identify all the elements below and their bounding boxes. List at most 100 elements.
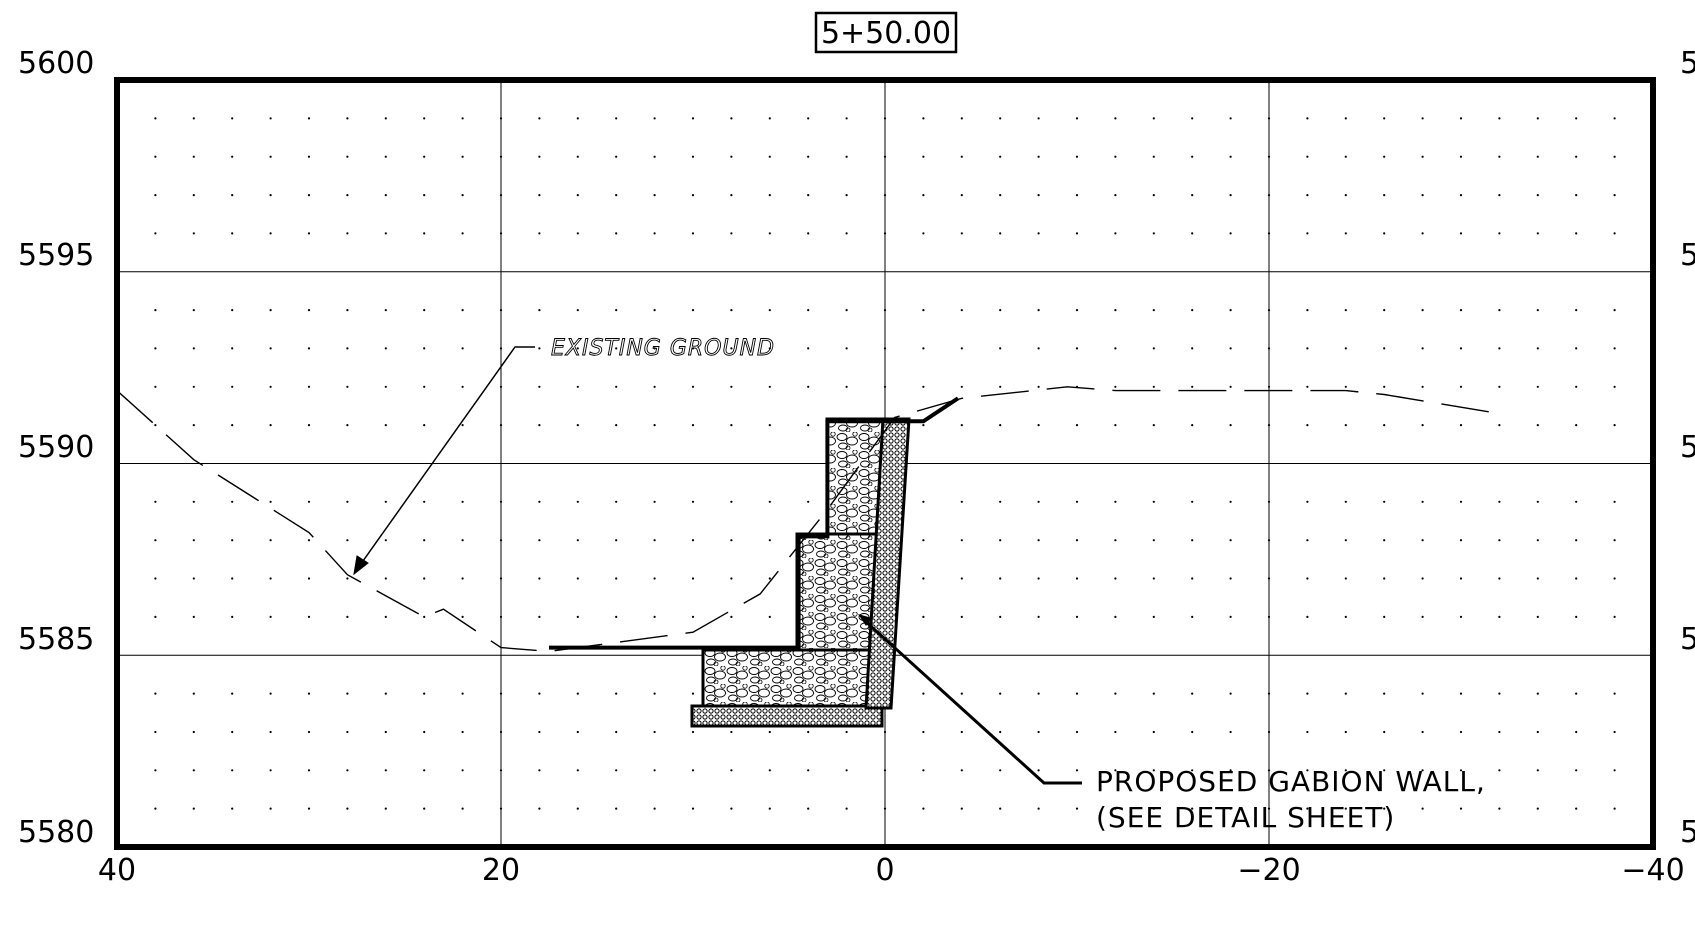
grid-dot <box>1613 424 1616 427</box>
grid-dot <box>423 424 426 427</box>
grid-dot <box>192 807 195 810</box>
grid-dot <box>1613 232 1616 235</box>
grid-dot <box>307 194 311 197</box>
grid-dot <box>1383 500 1386 503</box>
grid-dot <box>1344 232 1347 235</box>
grid-dot <box>1383 807 1386 810</box>
grid-dot <box>1344 730 1347 734</box>
grid-dot <box>192 769 195 772</box>
grid-dot <box>730 615 733 619</box>
grid-dot <box>1575 500 1578 503</box>
grid-dot <box>1229 309 1232 312</box>
grid-dot <box>999 385 1002 388</box>
grid-dot <box>922 500 925 503</box>
grid-dot <box>1613 539 1616 542</box>
grid-dot <box>1498 577 1501 580</box>
grid-dot <box>1575 385 1578 388</box>
grid-dot <box>1536 155 1539 158</box>
grid-dot <box>1075 615 1079 619</box>
grid-dot <box>1306 385 1309 388</box>
grid-dot <box>192 424 195 427</box>
grid-dot <box>192 539 195 542</box>
grid-dot <box>1037 769 1040 772</box>
gabion-base-pad <box>690 704 884 728</box>
grid-dot <box>807 347 810 350</box>
grid-dot <box>1421 730 1424 734</box>
grid-dot <box>1075 232 1079 235</box>
grid-dot <box>461 424 464 427</box>
grid-dot <box>1575 117 1578 120</box>
grid-dot <box>461 232 464 235</box>
grid-dot <box>1306 807 1309 810</box>
grid-dot <box>1229 155 1232 158</box>
grid-dot <box>307 424 311 427</box>
grid-dot <box>1498 692 1501 695</box>
grid-dot <box>461 730 464 734</box>
grid-dot <box>730 577 733 580</box>
grid-dot <box>1037 577 1040 580</box>
grid-dot <box>615 424 618 427</box>
grid-dot <box>1498 155 1501 158</box>
grid-dot <box>960 309 963 312</box>
grid-dot <box>1191 155 1194 158</box>
grid-dot <box>730 232 733 235</box>
grid-dot <box>1229 615 1232 619</box>
grid-dot <box>1191 615 1194 619</box>
grid-dot <box>960 577 963 580</box>
grid-dot <box>231 615 234 619</box>
grid-dot <box>384 232 387 235</box>
grid-dot <box>999 692 1002 695</box>
grid-dot <box>1152 155 1155 158</box>
grid-dot <box>384 769 387 772</box>
grid-dot <box>922 730 925 734</box>
y-tick-label-right: 5580 <box>1680 815 1695 850</box>
grid-dot <box>192 117 195 120</box>
grid-dot <box>1306 539 1309 542</box>
grid-dot <box>615 539 618 542</box>
grid-dot <box>1114 577 1117 580</box>
grid-dot <box>1306 577 1309 580</box>
grid-dot <box>307 232 311 235</box>
grid-dot <box>653 692 656 695</box>
grid-dot <box>1459 155 1463 158</box>
grid-dot <box>154 769 157 772</box>
grid-dot <box>730 769 733 772</box>
grid-dot <box>269 424 272 427</box>
grid-dot <box>1536 730 1539 734</box>
grid-dot <box>269 730 272 734</box>
grid-dot <box>307 117 311 120</box>
grid-dot <box>461 539 464 542</box>
grid-dot <box>269 615 272 619</box>
grid-dot <box>1191 347 1194 350</box>
grid-dot <box>960 155 963 158</box>
grid-dot <box>461 500 464 503</box>
grid-dot <box>346 539 349 542</box>
grid-dot <box>461 385 464 388</box>
grid-dot <box>768 615 771 619</box>
grid-dot <box>999 577 1002 580</box>
grid-dot <box>807 385 810 388</box>
grid-dot <box>1306 424 1309 427</box>
grid-dot <box>1421 769 1424 772</box>
y-tick-label: 5580 <box>18 815 94 850</box>
grid-dot <box>384 385 387 388</box>
grid-dot <box>1037 347 1040 350</box>
grid-dot <box>1152 309 1155 312</box>
grid-dot <box>960 730 963 734</box>
grid-dot <box>307 539 311 542</box>
grid-dot <box>269 692 272 695</box>
grid-dot <box>1613 769 1616 772</box>
x-tick-label: 20 <box>482 853 520 888</box>
grid-dot <box>231 807 234 810</box>
grid-dot <box>1152 424 1155 427</box>
grid-dot <box>615 769 618 772</box>
grid-dot <box>730 807 733 810</box>
grid-dot <box>768 424 771 427</box>
grid-dot <box>231 500 234 503</box>
grid-dot <box>1229 117 1232 120</box>
grid-dot <box>1344 309 1347 312</box>
grid-dot <box>423 730 426 734</box>
grid-dot <box>1498 500 1501 503</box>
grid-dot <box>1306 615 1309 619</box>
grid-dot <box>999 807 1002 810</box>
